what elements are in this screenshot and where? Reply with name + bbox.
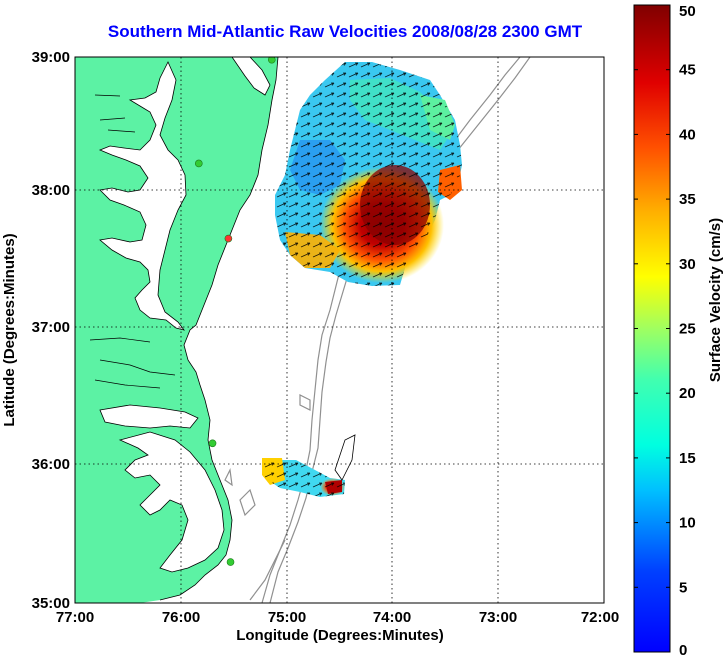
plot-title: Southern Mid-Atlantic Raw Velocities 200… [107, 22, 583, 41]
coastline [159, 57, 279, 601]
station-marker [208, 439, 217, 448]
colorbar-tick-label: 10 [679, 515, 696, 532]
y-tick-label: 35:00 [32, 595, 70, 612]
bathymetry-contours [224, 57, 531, 603]
x-axis-label: Longitude (Degrees:Minutes) [236, 627, 444, 644]
velocity-field-south [262, 434, 356, 497]
chesapeake-bay [98, 61, 187, 331]
colorbar-tick-label: 45 [679, 62, 696, 79]
colorbar-gradient [633, 4, 671, 653]
colorbar-tick-label: 15 [679, 450, 696, 467]
y-tick-label: 38:00 [32, 182, 70, 199]
colorbar-label: Surface Velocity (cm/s) [707, 218, 724, 382]
river-inlets [89, 94, 176, 389]
x-tick-label: 72:00 [581, 609, 619, 626]
colorbar-tick-label: 30 [679, 256, 696, 273]
station-markers [194, 57, 276, 566]
colorbar-tick-label: 0 [679, 642, 687, 659]
x-tick-label: 75:00 [268, 609, 306, 626]
station-marker [194, 159, 203, 168]
y-tick-label: 36:00 [32, 456, 70, 473]
station-marker [224, 234, 233, 243]
station-marker [226, 558, 235, 566]
colorbar-tick-label: 35 [679, 191, 696, 208]
velocity-field-north [275, 62, 462, 286]
colorbar: 0 5 10 15 20 25 30 35 40 45 50 Surface Velocity (c… [633, 3, 724, 659]
colorbar-ticks: 0 5 10 15 20 25 30 35 40 45 50 [634, 3, 696, 659]
colorbar-tick-label: 20 [679, 385, 696, 402]
x-tick-label: 74:00 [373, 609, 411, 626]
station-marker [267, 57, 276, 64]
x-tick-labels: 77:00 76:00 75:00 74:00 73:00 72:00 [56, 609, 619, 626]
y-tick-labels: 39:00 38:00 37:00 36:00 35:00 [32, 49, 70, 612]
x-tick-label: 73:00 [479, 609, 517, 626]
y-tick-label: 39:00 [32, 49, 70, 66]
x-tick-label: 76:00 [162, 609, 200, 626]
pamlico-sound [118, 431, 225, 573]
grid-lines [75, 57, 604, 603]
delaware-bay [231, 57, 271, 96]
albemarle-sound [99, 404, 199, 429]
y-axis-label: Latitude (Degrees:Minutes) [1, 233, 18, 426]
colorbar-tick-label: 5 [679, 579, 687, 596]
colorbar-tick-label: 25 [679, 321, 696, 338]
colorbar-tick-label: 40 [679, 126, 696, 143]
x-tick-label: 77:00 [56, 609, 94, 626]
colorbar-tick-label: 50 [679, 3, 696, 20]
plot-frame [74, 56, 605, 604]
y-tick-label: 37:00 [32, 319, 70, 336]
